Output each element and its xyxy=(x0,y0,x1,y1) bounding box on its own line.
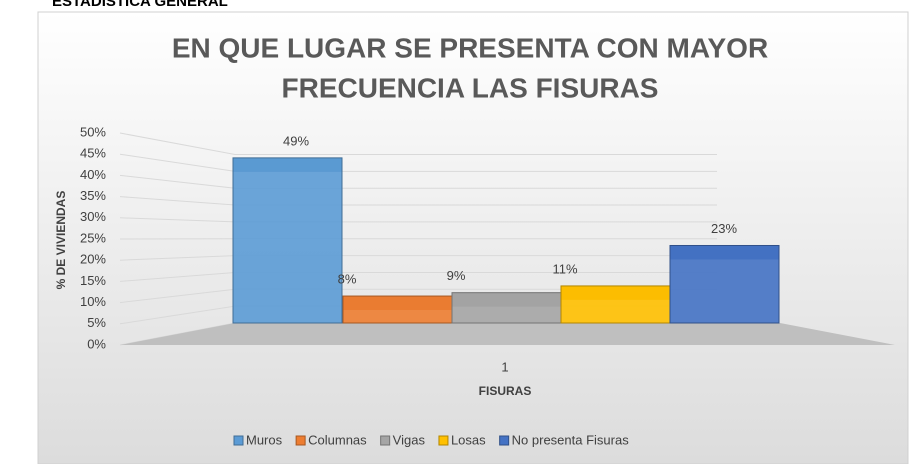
chart-title: EN QUE LUGAR SE PRESENTA CON MAYOR xyxy=(172,32,768,63)
legend-swatch xyxy=(295,435,306,446)
legend-label: No presenta Fisuras xyxy=(512,432,630,447)
y-tick-label: 10% xyxy=(80,294,106,309)
y-tick-label: 45% xyxy=(80,146,106,161)
value-label: 23% xyxy=(711,221,737,236)
legend-label: Muros xyxy=(246,432,283,447)
bar xyxy=(560,285,671,324)
legend-label: Columnas xyxy=(308,432,367,447)
chart-title: FRECUENCIA LAS FISURAS xyxy=(282,72,659,103)
y-tick-label: 40% xyxy=(80,167,106,182)
bar xyxy=(232,157,343,324)
y-tick-label: 15% xyxy=(80,273,106,288)
y-tick-label: 20% xyxy=(80,252,106,267)
value-label: 11% xyxy=(552,261,577,276)
chart-area xyxy=(37,11,909,464)
value-label: 9% xyxy=(447,268,466,283)
floor xyxy=(120,323,895,345)
legend-swatch xyxy=(233,435,244,446)
bar xyxy=(669,244,780,324)
y-tick-label: 35% xyxy=(80,188,106,203)
y-axis-title: % DE VIVIENDAS xyxy=(54,191,68,290)
y-tick-label: 50% xyxy=(80,124,106,139)
value-label: 8% xyxy=(338,271,357,286)
x-axis-title: FISURAS xyxy=(479,384,532,398)
x-tick-label: 1 xyxy=(501,359,508,374)
y-tick-label: 5% xyxy=(87,315,106,330)
legend-swatch xyxy=(438,435,449,446)
value-label: 49% xyxy=(283,133,309,148)
legend-swatch xyxy=(380,435,391,446)
legend-swatch xyxy=(499,435,510,446)
y-tick-label: 30% xyxy=(80,209,106,224)
bar xyxy=(342,295,453,324)
y-tick-label: 25% xyxy=(80,230,106,245)
y-tick-label: 0% xyxy=(87,336,106,351)
legend-label: Losas xyxy=(451,432,486,447)
grid-line xyxy=(119,132,717,155)
legend-label: Vigas xyxy=(393,432,426,447)
page-header: ESTADÍSTICA GENERAL xyxy=(52,0,228,10)
bar xyxy=(451,292,562,324)
